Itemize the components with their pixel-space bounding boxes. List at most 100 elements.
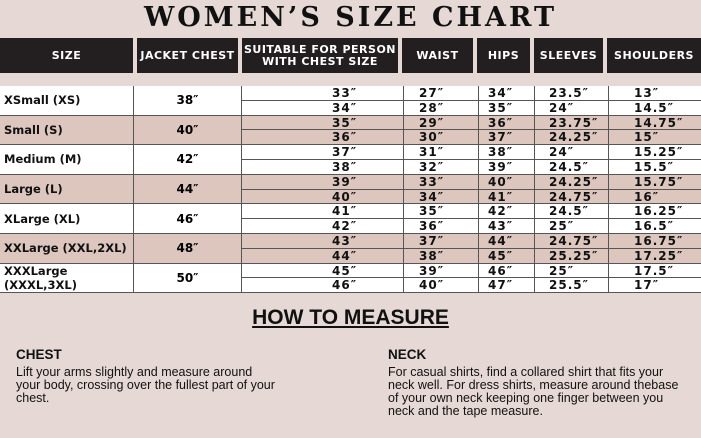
measurement-value: 40″ xyxy=(332,189,358,204)
measurement-value: 25.5″ xyxy=(549,278,589,293)
measurement-value: 30″ xyxy=(419,130,445,145)
column-divider xyxy=(608,233,609,248)
measurement-value: 23.5″ xyxy=(549,86,589,100)
neck-text: For casual shirts, find a collared shirt… xyxy=(388,365,679,418)
neck-heading: NECK xyxy=(388,347,427,362)
column-divider xyxy=(403,100,404,115)
column-divider xyxy=(534,86,535,100)
column-divider xyxy=(478,248,479,263)
measurement-value: 39″ xyxy=(332,174,358,189)
column-divider xyxy=(608,130,609,145)
measurement-value: 29″ xyxy=(419,115,445,130)
measurement-value: 35″ xyxy=(488,100,514,115)
sub-row: 34″ 28″ 35″ 24″ 14.5″ xyxy=(241,100,701,116)
column-divider xyxy=(534,204,535,219)
column-divider xyxy=(478,263,479,278)
jacket-chest: 44″ xyxy=(133,174,241,205)
size-label: Large (L) xyxy=(0,175,133,205)
measurement-value: 39″ xyxy=(488,159,514,174)
table-header: SIZE JACKET CHEST SUITABLE FOR PERSON WITH… xyxy=(0,38,701,73)
header-cell: SLEEVES xyxy=(534,38,603,73)
measurement-value: 17.25″ xyxy=(634,248,684,263)
column-divider xyxy=(478,204,479,219)
sub-row: 40″ 34″ 41″ 24.75″ 16″ xyxy=(241,189,701,205)
measurement-value: 24.25″ xyxy=(549,130,599,145)
column-divider xyxy=(534,174,535,189)
sub-row: 37″ 31″ 38″ 24″ 15.25″ xyxy=(241,145,701,160)
measurement-value: 36″ xyxy=(332,130,358,145)
sub-row: 39″ 33″ 40″ 24.25″ 15.75″ xyxy=(241,174,701,190)
measurement-value: 16.25″ xyxy=(634,204,684,219)
size-label: XSmall (XS) xyxy=(0,86,133,116)
column-divider xyxy=(403,204,404,219)
sub-row: 43″ 37″ 44″ 24.75″ 16.75″ xyxy=(241,233,701,249)
measurement-value: 34″ xyxy=(332,100,358,115)
sub-row: 35″ 29″ 36″ 23.75″ 14.75″ xyxy=(241,115,701,131)
header-cell: HIPS xyxy=(477,38,530,73)
measurement-value: 27″ xyxy=(419,86,445,100)
column-divider xyxy=(478,115,479,130)
column-divider xyxy=(403,174,404,189)
jacket-chest: 42″ xyxy=(133,145,241,175)
measurement-value: 35″ xyxy=(419,204,445,219)
column-divider xyxy=(608,278,609,293)
size-table: XSmall (XS) 38″ 33″ 27″ 34″ 23.5″ 13″ 34″ 28″ 35″… xyxy=(0,86,701,294)
measurement-value: 25″ xyxy=(549,219,575,234)
measurement-value: 16.75″ xyxy=(634,233,684,248)
column-divider xyxy=(608,86,609,100)
measurement-value: 24.25″ xyxy=(549,174,599,189)
column-divider xyxy=(478,219,479,233)
measurement-value: 24.5″ xyxy=(549,204,589,219)
sub-row: 45″ 39″ 46″ 25″ 17.5″ xyxy=(241,263,701,279)
column-divider xyxy=(403,130,404,145)
neck-section: NECK For casual shirts, find a collared … xyxy=(388,347,688,418)
measurement-value: 37″ xyxy=(332,145,358,160)
measurement-value: 38″ xyxy=(419,248,445,263)
header-cell: SHOULDERS xyxy=(607,38,701,73)
header-cell: SIZE xyxy=(0,38,133,73)
column-divider xyxy=(478,159,479,174)
measurement-value: 17″ xyxy=(634,278,660,293)
measurement-value: 17.5″ xyxy=(634,263,674,278)
table-row: XSmall (XS) 38″ 33″ 27″ 34″ 23.5″ 13″ 34″ 28″ 35″… xyxy=(0,86,701,116)
measurement-value: 24″ xyxy=(549,145,575,160)
measurement-value: 40″ xyxy=(488,174,514,189)
measurement-value: 15″ xyxy=(634,130,660,145)
column-divider xyxy=(403,263,404,278)
measurement-value: 38″ xyxy=(488,145,514,160)
measurement-value: 14.75″ xyxy=(634,115,684,130)
jacket-chest: 50″ xyxy=(133,263,241,294)
measurement-value: 39″ xyxy=(419,263,445,278)
column-divider xyxy=(478,233,479,248)
measurement-value: 34″ xyxy=(419,189,445,204)
measurement-value: 37″ xyxy=(488,130,514,145)
measurement-value: 44″ xyxy=(488,233,514,248)
size-label: XXLarge (XXL,2XL) xyxy=(0,234,133,264)
size-label: XXXLarge (XXXL,3XL) xyxy=(0,264,133,294)
column-divider xyxy=(534,189,535,204)
sub-row: 38″ 32″ 39″ 24.5″ 15.5″ xyxy=(241,159,701,175)
jacket-chest: 38″ xyxy=(133,86,241,116)
measurement-value: 16″ xyxy=(634,189,660,204)
column-divider xyxy=(534,219,535,233)
column-divider xyxy=(608,159,609,174)
column-divider xyxy=(608,189,609,204)
measurement-value: 14.5″ xyxy=(634,100,674,115)
page-title: WOMEN’S SIZE CHART xyxy=(143,2,558,33)
measurement-value: 25.25″ xyxy=(549,248,599,263)
column-divider xyxy=(608,219,609,233)
header-cell: WAIST xyxy=(402,38,473,73)
sub-row: 36″ 30″ 37″ 24.25″ 15″ xyxy=(241,130,701,146)
measurement-value: 46″ xyxy=(332,278,358,293)
sub-row: 46″ 40″ 47″ 25.5″ 17″ xyxy=(241,278,701,294)
column-divider xyxy=(403,219,404,233)
column-divider xyxy=(608,204,609,219)
measurement-value: 32″ xyxy=(419,159,445,174)
column-divider xyxy=(608,263,609,278)
column-divider xyxy=(403,278,404,293)
jacket-chest: 48″ xyxy=(133,233,241,264)
measurement-value: 41″ xyxy=(332,204,358,219)
measurement-value: 38″ xyxy=(332,159,358,174)
measurement-value: 34″ xyxy=(488,86,514,100)
measurement-value: 24.5″ xyxy=(549,159,589,174)
